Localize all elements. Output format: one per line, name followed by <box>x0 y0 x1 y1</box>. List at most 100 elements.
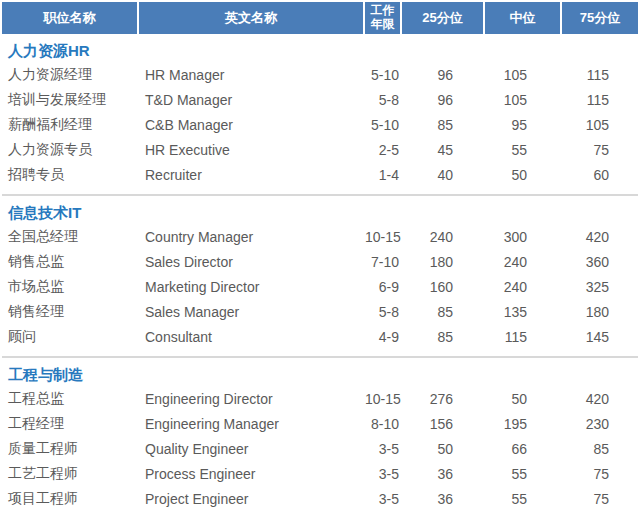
p75-cell: 75 <box>562 491 638 507</box>
p75-cell: 75 <box>562 466 638 482</box>
p75-cell: 105 <box>562 117 638 133</box>
section-title: 人力资源HR <box>2 34 638 62</box>
table-row: 质量工程师 Quality Engineer 3-5 50 66 85 <box>2 436 638 461</box>
position-en-cell: Project Engineer <box>139 491 365 507</box>
position-cn-cell: 项目工程师 <box>2 490 139 508</box>
table-row: 销售总监 Sales Director 7-10 180 240 360 <box>2 249 638 274</box>
position-cn-cell: 全国总经理 <box>2 228 139 246</box>
median-cell: 105 <box>485 67 562 83</box>
p25-cell: 85 <box>402 304 485 320</box>
years-cell: 8-10 <box>365 416 402 432</box>
position-cn-cell: 工艺工程师 <box>2 465 139 483</box>
median-cell: 240 <box>485 279 562 295</box>
p75-cell: 145 <box>562 329 638 345</box>
salary-table-page: 职位名称 英文名称 工作 年限 25分位 中位 75分位 人力资源HR 人力资源… <box>0 0 640 510</box>
p25-cell: 96 <box>402 92 485 108</box>
section-title: 工程与制造 <box>2 358 638 386</box>
position-cn-cell: 销售经理 <box>2 303 139 321</box>
position-en-cell: Engineering Director <box>139 391 365 407</box>
p75-cell: 115 <box>562 92 638 108</box>
header-english-name: 英文名称 <box>139 2 365 34</box>
median-cell: 105 <box>485 92 562 108</box>
median-cell: 55 <box>485 466 562 482</box>
median-cell: 55 <box>485 491 562 507</box>
position-en-cell: Process Engineer <box>139 466 365 482</box>
years-cell: 10-15 <box>365 391 402 407</box>
median-cell: 195 <box>485 416 562 432</box>
salary-table: 职位名称 英文名称 工作 年限 25分位 中位 75分位 人力资源HR 人力资源… <box>2 2 638 510</box>
position-en-cell: Country Manager <box>139 229 365 245</box>
table-row: 培训与发展经理 T&D Manager 5-8 96 105 115 <box>2 87 638 112</box>
p25-cell: 36 <box>402 491 485 507</box>
years-cell: 5-10 <box>365 67 402 83</box>
median-cell: 50 <box>485 391 562 407</box>
header-work-years: 工作 年限 <box>365 2 402 34</box>
median-cell: 135 <box>485 304 562 320</box>
table-row: 销售经理 Sales Manager 5-8 85 135 180 <box>2 299 638 324</box>
table-row: 工程经理 Engineering Manager 8-10 156 195 23… <box>2 411 638 436</box>
section-information-technology: 信息技术IT 全国总经理 Country Manager 10-15 240 3… <box>2 196 638 358</box>
position-cn-cell: 招聘专员 <box>2 166 139 184</box>
position-cn-cell: 质量工程师 <box>2 440 139 458</box>
median-cell: 55 <box>485 142 562 158</box>
p75-cell: 420 <box>562 391 638 407</box>
p75-cell: 85 <box>562 441 638 457</box>
years-cell: 1-4 <box>365 167 402 183</box>
p25-cell: 50 <box>402 441 485 457</box>
years-cell: 3-5 <box>365 491 402 507</box>
position-en-cell: Sales Director <box>139 254 365 270</box>
table-row: 项目工程师 Project Engineer 3-5 36 55 75 <box>2 486 638 510</box>
header-25th-percentile: 25分位 <box>402 2 485 34</box>
years-cell: 5-8 <box>365 304 402 320</box>
position-en-cell: T&D Manager <box>139 92 365 108</box>
table-header-row: 职位名称 英文名称 工作 年限 25分位 中位 75分位 <box>2 2 638 34</box>
p75-cell: 75 <box>562 142 638 158</box>
p75-cell: 360 <box>562 254 638 270</box>
median-cell: 66 <box>485 441 562 457</box>
median-cell: 300 <box>485 229 562 245</box>
position-en-cell: C&B Manager <box>139 117 365 133</box>
p75-cell: 115 <box>562 67 638 83</box>
position-cn-cell: 人力资源经理 <box>2 66 139 84</box>
years-cell: 3-5 <box>365 466 402 482</box>
years-cell: 2-5 <box>365 142 402 158</box>
table-row: 人力资源经理 HR Manager 5-10 96 105 115 <box>2 62 638 87</box>
p25-cell: 45 <box>402 142 485 158</box>
table-row: 工程总监 Engineering Director 10-15 276 50 4… <box>2 386 638 411</box>
table-row: 市场总监 Marketing Director 6-9 160 240 325 <box>2 274 638 299</box>
position-en-cell: Consultant <box>139 329 365 345</box>
years-cell: 7-10 <box>365 254 402 270</box>
p75-cell: 60 <box>562 167 638 183</box>
p25-cell: 96 <box>402 67 485 83</box>
p25-cell: 240 <box>402 229 485 245</box>
table-row: 招聘专员 Recruiter 1-4 40 50 60 <box>2 162 638 187</box>
p25-cell: 40 <box>402 167 485 183</box>
median-cell: 50 <box>485 167 562 183</box>
years-cell: 4-9 <box>365 329 402 345</box>
header-75th-percentile: 75分位 <box>562 2 638 34</box>
p25-cell: 180 <box>402 254 485 270</box>
p25-cell: 85 <box>402 117 485 133</box>
position-cn-cell: 薪酬福利经理 <box>2 116 139 134</box>
position-cn-cell: 工程总监 <box>2 390 139 408</box>
position-en-cell: Marketing Director <box>139 279 365 295</box>
header-position-name: 职位名称 <box>2 2 139 34</box>
position-en-cell: Sales Manager <box>139 304 365 320</box>
years-cell: 5-10 <box>365 117 402 133</box>
section-engineering-manufacturing: 工程与制造 工程总监 Engineering Director 10-15 27… <box>2 358 638 510</box>
position-en-cell: HR Manager <box>139 67 365 83</box>
table-row: 全国总经理 Country Manager 10-15 240 300 420 <box>2 224 638 249</box>
section-title: 信息技术IT <box>2 196 638 224</box>
median-cell: 95 <box>485 117 562 133</box>
median-cell: 240 <box>485 254 562 270</box>
position-en-cell: Engineering Manager <box>139 416 365 432</box>
header-work-years-line1: 工作 <box>371 4 395 18</box>
header-work-years-line2: 年限 <box>371 18 395 32</box>
table-row: 薪酬福利经理 C&B Manager 5-10 85 95 105 <box>2 112 638 137</box>
years-cell: 5-8 <box>365 92 402 108</box>
header-median: 中位 <box>485 2 562 34</box>
section-human-resources: 人力资源HR 人力资源经理 HR Manager 5-10 96 105 115… <box>2 34 638 196</box>
table-row: 顾问 Consultant 4-9 85 115 145 <box>2 324 638 349</box>
p25-cell: 160 <box>402 279 485 295</box>
position-en-cell: Recruiter <box>139 167 365 183</box>
